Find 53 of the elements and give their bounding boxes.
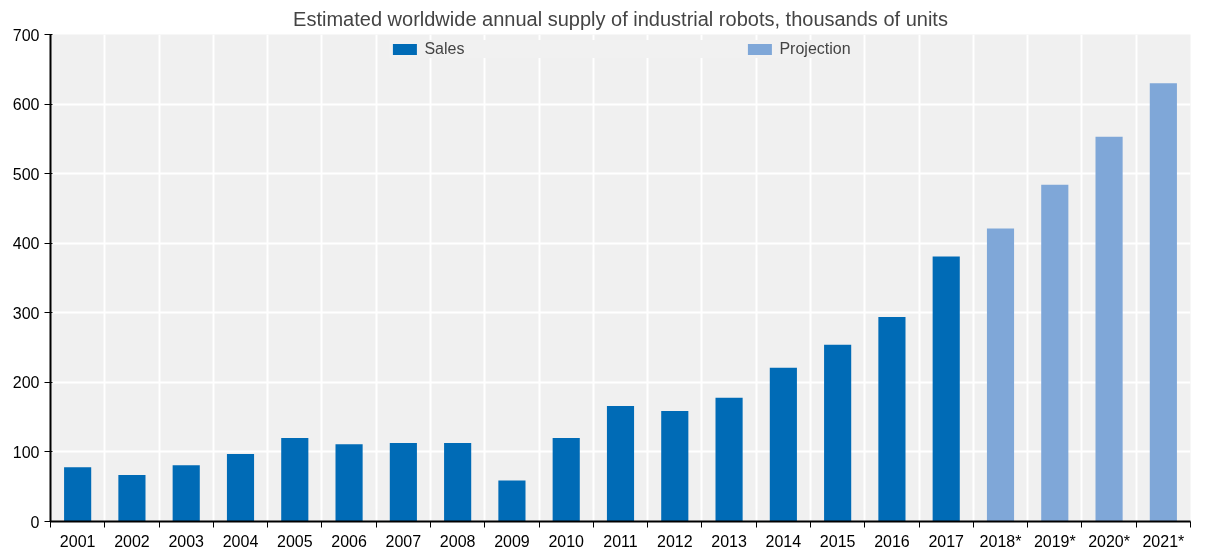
x-tick-label: 2010 [548, 532, 585, 550]
x-tick-label: 2017 [928, 532, 965, 550]
y-tick-label: 100 [12, 443, 40, 461]
bar [1041, 184, 1069, 522]
y-tick-label: 200 [12, 374, 40, 392]
x-tick-label: 2013 [711, 532, 747, 550]
bar [769, 367, 797, 522]
x-tick-label: 2002 [114, 532, 150, 550]
bar [606, 406, 635, 522]
bar [281, 438, 309, 522]
y-tick-label: 0 [30, 513, 40, 531]
x-tick-label: 2004 [222, 532, 259, 550]
legend-label: Sales [424, 40, 465, 58]
x-tick-label: 2019* [1033, 532, 1076, 550]
bar [824, 344, 852, 522]
x-tick-label: 2009 [494, 532, 530, 550]
x-tick-label: 2012 [656, 532, 693, 550]
legend-label: Projection [779, 40, 851, 58]
bar [1149, 83, 1177, 522]
x-tick-label: 2021* [1142, 532, 1185, 550]
x-tick-label: 2006 [331, 532, 367, 550]
bar [661, 410, 689, 522]
bar [932, 256, 960, 522]
x-tick-label: 2020* [1088, 532, 1130, 550]
x-tick-label: 2003 [168, 532, 205, 550]
x-tick-label: 2011 [603, 532, 638, 550]
x-tick-label: 2001 [59, 532, 96, 550]
bar [335, 444, 363, 522]
bar [878, 316, 906, 522]
bar [389, 442, 417, 522]
x-tick-label: 2016 [874, 532, 910, 550]
y-tick-label: 600 [12, 96, 40, 114]
x-tick-label: 2018* [979, 532, 1022, 550]
x-tick-label: 2008 [439, 532, 476, 550]
x-tick-label: 2005 [276, 532, 313, 550]
y-tick-label: 500 [12, 165, 40, 183]
x-tick-label: 2015 [819, 532, 856, 550]
bar [444, 442, 472, 522]
x-tick-label: 2007 [385, 532, 422, 550]
bar [172, 465, 200, 522]
chart-title: Estimated worldwide annual supply of industrial robots, thousands of units [293, 7, 948, 30]
y-tick-label: 400 [12, 235, 40, 253]
bar [1095, 136, 1123, 522]
y-tick-label: 700 [12, 26, 40, 44]
bar [226, 454, 255, 522]
bar [986, 228, 1015, 522]
bar [64, 467, 92, 522]
bar [118, 474, 146, 522]
y-tick-label: 300 [12, 304, 40, 322]
bar [715, 397, 743, 522]
x-tick-label: 2014 [765, 532, 802, 550]
bar [552, 438, 580, 522]
bar [498, 480, 526, 522]
